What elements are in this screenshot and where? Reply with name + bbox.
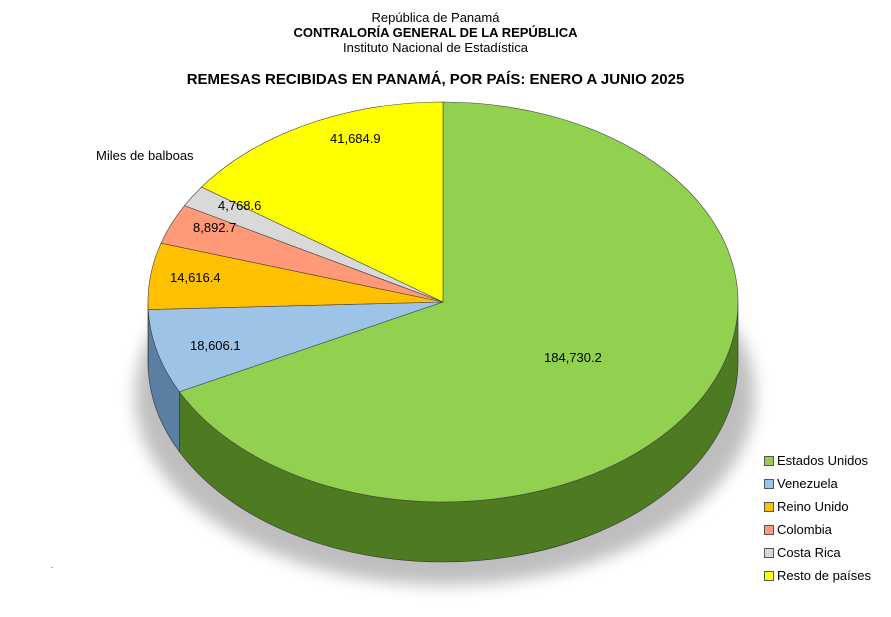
- legend-swatch-estados-unidos: [764, 455, 774, 466]
- legend-label-colombia: Colombia: [777, 522, 832, 537]
- legend-label-costa-rica: Costa Rica: [777, 545, 841, 560]
- data-label-reino-unido: 14,616.4: [170, 270, 221, 285]
- legend-swatch-colombia: [764, 524, 774, 535]
- legend-swatch-reino-unido: [764, 501, 774, 512]
- legend-item-venezuela: Venezuela: [764, 472, 871, 495]
- legend-swatch-resto-de-paises: [764, 570, 774, 581]
- legend-label-resto-de-paises: Resto de países: [777, 568, 871, 583]
- data-label-colombia: 8,892.7: [193, 220, 236, 235]
- data-label-venezuela: 18,606.1: [190, 338, 241, 353]
- legend-swatch-venezuela: [764, 478, 774, 489]
- header-contraloria: CONTRALORÍA GENERAL DE LA REPÚBLICA: [293, 25, 578, 40]
- data-label-resto-de-paises: 41,684.9: [330, 131, 381, 146]
- legend-item-reino-unido: Reino Unido: [764, 495, 871, 518]
- legend-item-costa-rica: Costa Rica: [764, 541, 871, 564]
- pie-slice-resto-de-paises: [201, 101, 444, 303]
- pie-data-labels: 184,730.2 18,606.1 14,616.4 8,892.7 4,768.6 4…: [170, 131, 602, 365]
- legend-label-venezuela: Venezuela: [777, 476, 838, 491]
- legend-item-colombia: Colombia: [764, 518, 871, 541]
- stray-dot: .: [51, 561, 54, 570]
- unit-label: Miles de balboas: [96, 148, 194, 163]
- legend-item-resto-de-paises: Resto de países: [764, 564, 871, 587]
- pie-slices: [147, 101, 739, 503]
- legend-item-estados-unidos: Estados Unidos: [764, 449, 871, 472]
- legend: Estados Unidos Venezuela Reino Unido Colomb…: [764, 449, 871, 587]
- data-label-estados-unidos: 184,730.2: [544, 350, 602, 365]
- header-republica: República de Panamá: [371, 10, 500, 25]
- data-label-costa-rica: 4,768.6: [218, 198, 261, 213]
- pie-slice-estados-unidos: [178, 101, 739, 503]
- legend-label-reino-unido: Reino Unido: [777, 499, 849, 514]
- legend-label-estados-unidos: Estados Unidos: [777, 453, 869, 468]
- pie-slice-venezuela: [147, 301, 444, 393]
- legend-swatch-costa-rica: [764, 547, 774, 558]
- header-instituto: Instituto Nacional de Estadística: [343, 40, 528, 55]
- chart-title: REMESAS RECIBIDAS EN PANAMÁ, POR PAÍS: E…: [186, 71, 685, 88]
